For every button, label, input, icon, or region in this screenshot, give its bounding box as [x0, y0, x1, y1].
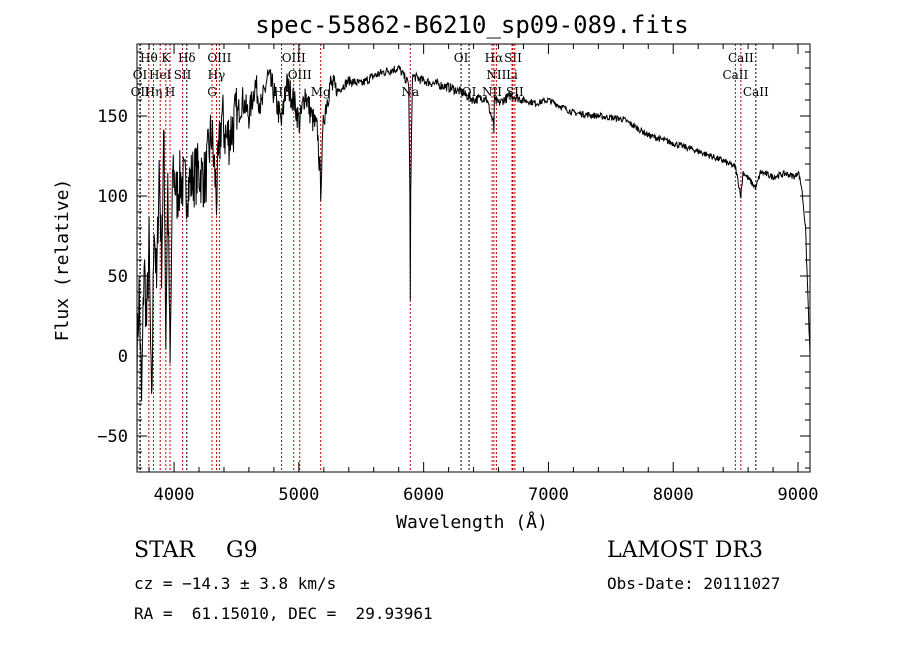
x-axis-label: Wavelength (Å) — [396, 511, 548, 533]
line-label: OI — [133, 68, 148, 82]
line-label: Hθ — [140, 51, 158, 65]
line-label: H — [165, 85, 175, 99]
x-tick-label: 7000 — [528, 485, 569, 505]
line-label: CaII — [728, 51, 754, 65]
y-tick-label: 100 — [97, 187, 128, 207]
chart-title: spec-55862-B6210_sp09-089.fits — [255, 11, 688, 39]
y-tick-label: −50 — [97, 427, 128, 447]
line-label: Hη — [145, 85, 163, 99]
line-label: CaII — [722, 68, 748, 82]
line-label: Mg — [311, 85, 331, 99]
line-label: CaII — [743, 85, 769, 99]
x-tick-label: 5000 — [278, 485, 319, 505]
y-axis-label: Flux (relative) — [52, 179, 73, 342]
line-label: Hα — [485, 51, 504, 65]
survey-label: LAMOST DR3 — [607, 538, 763, 563]
line-label: OII — [131, 85, 151, 99]
object-subclass: G9 — [226, 538, 258, 563]
line-label: Hδ — [178, 51, 196, 65]
coordinates: RA = 61.15010, DEC = 29.93961 — [134, 604, 433, 623]
x-tick-label: 8000 — [653, 485, 694, 505]
line-label: Li — [506, 68, 518, 82]
line-label: NII — [482, 85, 502, 99]
spectrum-line — [137, 64, 810, 402]
line-label: SII — [506, 85, 524, 99]
line-label: Hγ — [208, 68, 226, 82]
obs-date: Obs-Date: 20111027 — [607, 574, 781, 593]
y-tick-label: 50 — [108, 267, 128, 287]
line-label: OIII — [288, 68, 312, 82]
line-label: NII — [486, 68, 506, 82]
line-label: OIII — [282, 51, 306, 65]
line-label: HeI — [149, 68, 172, 82]
x-tick-label: 4000 — [154, 485, 195, 505]
line-label: Na — [401, 85, 419, 99]
line-label: OI — [454, 51, 469, 65]
x-tick-label: 9000 — [778, 485, 819, 505]
y-tick-label: 0 — [118, 347, 128, 367]
y-tick-label: 150 — [97, 107, 128, 127]
line-label: OIII — [207, 51, 231, 65]
line-label: G — [207, 85, 217, 99]
redshift-text: cz = −14.3 ± 3.8 km/s — [134, 574, 337, 593]
line-label: SII — [504, 51, 522, 65]
x-tick-label: 6000 — [403, 485, 444, 505]
line-label: SII — [174, 68, 192, 82]
line-label: K — [161, 51, 171, 65]
object-class: STAR — [134, 538, 195, 563]
